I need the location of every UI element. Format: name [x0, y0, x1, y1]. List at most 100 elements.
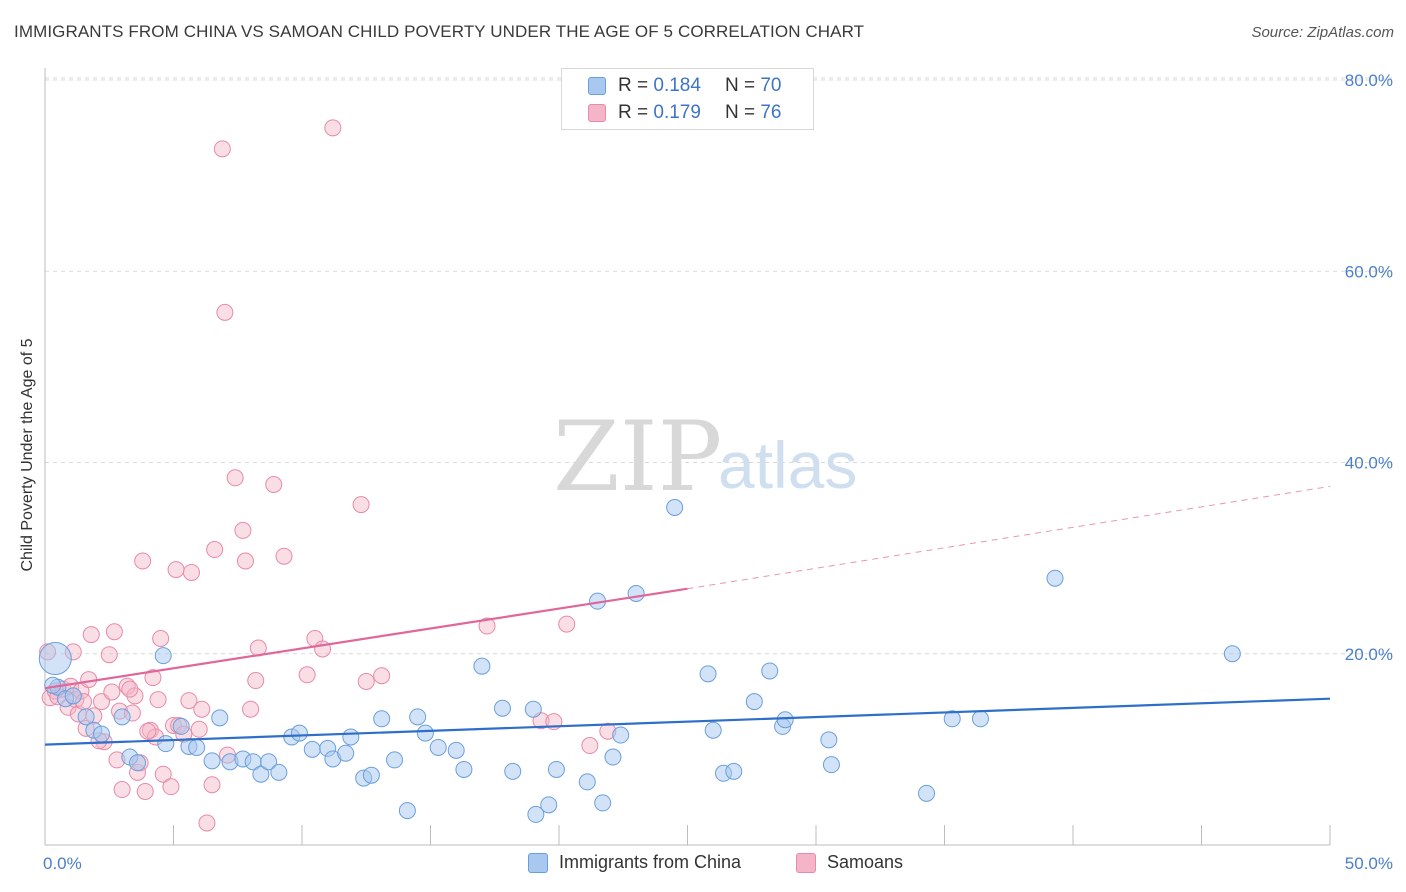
samoa-point — [236, 552, 254, 570]
r-value: 0.184 — [653, 75, 701, 96]
china-point — [337, 744, 355, 762]
china-swatch — [528, 852, 548, 873]
samoa-point — [213, 140, 231, 158]
samoa-trendline — [44, 587, 688, 690]
trend-lines — [44, 485, 1331, 746]
r-label: R = — [618, 75, 649, 96]
samoa-point — [373, 667, 391, 685]
china-point — [64, 687, 82, 705]
samoa-point — [247, 672, 265, 690]
samoa-point — [357, 672, 375, 690]
china-point — [93, 725, 111, 743]
china-point — [524, 700, 542, 718]
watermark-atlas: atlas — [718, 428, 857, 502]
china-point — [578, 773, 596, 791]
legend-label-samoa: Samoans — [827, 852, 904, 872]
samoa-point — [324, 119, 342, 137]
china-points — [38, 498, 1241, 823]
china-point — [822, 756, 840, 774]
y-tick-label: 20.0% — [1345, 645, 1393, 664]
china-point — [409, 708, 427, 726]
samoa-point — [558, 615, 576, 633]
china-point — [971, 710, 989, 728]
china-point — [129, 754, 147, 772]
samoa-point — [265, 475, 283, 493]
china-point — [386, 751, 404, 769]
china-point — [918, 784, 936, 802]
samoa-point — [144, 669, 162, 687]
china-point — [704, 721, 722, 739]
china-point — [473, 657, 491, 675]
samoa-point — [180, 692, 198, 710]
samoa-point — [182, 563, 200, 581]
china-point — [260, 753, 278, 771]
legend-item-samoa: Samoans — [796, 852, 903, 873]
china-point — [188, 738, 206, 756]
samoa-point — [152, 629, 170, 647]
china-point — [447, 741, 465, 759]
china-point — [416, 724, 434, 742]
china-point — [113, 708, 131, 726]
china-point — [154, 647, 172, 665]
n-value: 70 — [760, 75, 782, 96]
china-point — [373, 710, 391, 728]
china-point — [211, 709, 229, 727]
samoa-point — [167, 561, 185, 579]
china-point — [38, 642, 72, 676]
china-point — [362, 766, 380, 784]
china-point — [761, 662, 779, 680]
source-label: Source: ZipAtlas.com — [1251, 24, 1394, 41]
samoa-point — [162, 778, 180, 796]
n-label: N = — [724, 75, 756, 96]
stats-legend: R = 0.184 N = 70 R = 0.179 N = 76 — [561, 68, 814, 130]
samoa-point — [198, 814, 216, 832]
legend-row-samoa: R = 0.179 N = 76 — [588, 102, 781, 124]
china-point — [594, 794, 612, 812]
samoa-point — [478, 617, 496, 635]
legend-label-china: Immigrants from China — [559, 852, 742, 872]
y-tick-label: 40.0% — [1345, 454, 1393, 473]
y-tick-label: 80.0% — [1345, 71, 1393, 90]
samoa-point — [216, 303, 234, 321]
samoa-point — [298, 666, 316, 684]
china-point — [745, 693, 763, 711]
china-point — [627, 585, 645, 603]
china-point — [455, 760, 473, 778]
china-point — [172, 717, 190, 735]
china-point — [252, 765, 270, 783]
samoa-point — [193, 700, 211, 718]
china-point — [157, 735, 175, 753]
samoa-point — [154, 765, 172, 783]
china-point — [699, 665, 717, 683]
china-point — [493, 699, 511, 717]
samoa-swatch — [588, 104, 606, 122]
samoa-point — [234, 521, 252, 539]
china-point — [303, 740, 321, 758]
samoa-point — [190, 720, 208, 738]
watermark-zip: ZIP — [553, 401, 722, 513]
china-point — [429, 738, 447, 756]
x-tick-label: 0.0% — [43, 854, 82, 873]
china-point — [342, 728, 360, 746]
samoa-point — [226, 469, 244, 487]
china-point — [77, 708, 95, 726]
n-label: N = — [724, 102, 756, 123]
china-point — [776, 711, 794, 729]
watermark: ZIP atlas — [553, 401, 857, 513]
samoa-point — [139, 722, 157, 740]
china-point — [666, 498, 684, 516]
samoa-point — [134, 552, 152, 570]
samoa-point — [136, 782, 154, 800]
samoa-point — [103, 683, 121, 701]
samoa-point — [352, 496, 370, 514]
china-point — [398, 802, 416, 820]
samoa-trendline — [687, 485, 1331, 590]
y-tick-label: 60.0% — [1345, 262, 1393, 281]
china-point — [504, 762, 522, 780]
china-point — [612, 726, 630, 744]
china-point — [540, 796, 558, 814]
china-point — [725, 762, 743, 780]
n-value: 76 — [760, 102, 782, 123]
samoa-point — [121, 680, 139, 698]
